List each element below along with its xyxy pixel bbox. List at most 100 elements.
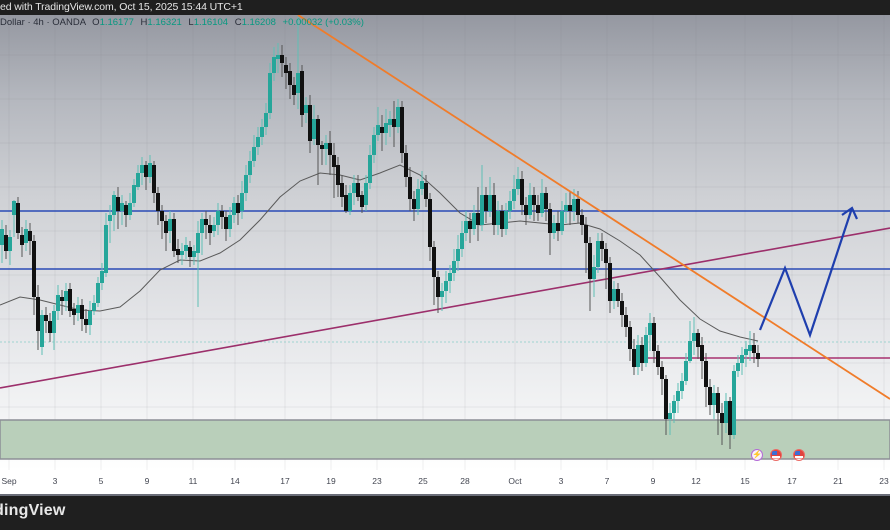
time-axis-tick: Sep xyxy=(1,476,17,486)
candle-bearish xyxy=(628,321,632,361)
candle-bullish xyxy=(264,103,268,135)
economic-events-row: ⚡ xyxy=(0,449,890,465)
candle-bearish xyxy=(188,241,192,267)
projection-arrow-icon xyxy=(841,206,859,220)
candle-bullish xyxy=(416,179,420,215)
candle-bullish xyxy=(372,127,376,163)
candle-bullish xyxy=(200,213,204,255)
projection-path xyxy=(758,207,854,339)
candle-bearish xyxy=(616,283,620,307)
candle-bullish xyxy=(168,211,172,243)
candle-bearish xyxy=(640,337,644,371)
candle-bearish xyxy=(720,403,724,445)
candle-bullish xyxy=(216,203,220,235)
candle-bullish xyxy=(56,285,60,320)
candle-bearish xyxy=(544,187,548,221)
close-value: 1.16208 xyxy=(241,17,276,28)
time-axis-tick: 28 xyxy=(460,476,470,486)
candle-bullish xyxy=(712,385,716,419)
moving-average-line xyxy=(0,164,759,342)
candle-bearish xyxy=(48,313,52,342)
candle-bearish xyxy=(556,211,560,241)
candle-bullish xyxy=(688,321,692,363)
candle-bearish xyxy=(468,213,472,243)
published-caption: ed with TradingView.com, Oct 15, 2025 15… xyxy=(0,1,243,13)
candle-bearish xyxy=(580,209,584,235)
candle-bearish xyxy=(656,345,660,375)
time-axis-tick: Oct xyxy=(508,476,522,486)
candle-bullish xyxy=(596,233,600,273)
candle-bearish xyxy=(660,361,664,395)
time-axis-tick: 17 xyxy=(787,476,797,486)
candle-bearish xyxy=(160,205,164,239)
candle-bullish xyxy=(104,213,108,277)
candle-bullish xyxy=(196,221,200,307)
candle-bearish xyxy=(704,353,708,407)
candle-bearish xyxy=(604,243,608,289)
time-axis[interactable]: Sep 3 5 9 11 14 17 19 23 25 28 Oct 3 7 9 12 15 17 21 23 xyxy=(0,470,890,496)
candle-bullish xyxy=(272,47,276,81)
candle-bearish xyxy=(584,217,588,273)
us-flag-event-icon[interactable] xyxy=(793,449,805,461)
close-label: C xyxy=(234,17,242,28)
candle-bearish xyxy=(44,307,48,333)
candle-bullish xyxy=(740,347,744,375)
time-axis-tick: 11 xyxy=(188,476,198,486)
candle-bullish xyxy=(364,175,368,211)
time-axis-tick: 9 xyxy=(144,476,150,486)
candle-bullish xyxy=(232,197,236,223)
candle-bullish xyxy=(240,181,244,219)
candle-bearish xyxy=(752,333,756,363)
candle-bullish xyxy=(128,193,132,220)
candle-bearish xyxy=(300,65,304,127)
candle-bearish xyxy=(492,183,496,235)
candle-bearish xyxy=(532,187,536,221)
candle-bullish xyxy=(192,245,196,265)
candle-bullish xyxy=(40,310,44,355)
time-axis-tick: 12 xyxy=(691,476,701,486)
symbol-label: Dollar · 4h · OANDA xyxy=(0,17,86,28)
candle-bullish xyxy=(456,235,460,271)
candle-bullish xyxy=(496,201,500,235)
candle-bullish xyxy=(684,353,688,385)
candle-bullish xyxy=(552,215,556,239)
candle-bullish xyxy=(668,403,672,435)
candlestick-chart[interactable] xyxy=(0,15,890,470)
candle-bullish xyxy=(440,283,444,311)
candle-bullish xyxy=(444,271,448,303)
candle-bearish xyxy=(320,141,324,165)
candle-bearish xyxy=(164,215,168,251)
candle-bearish xyxy=(332,143,336,198)
flash-event-icon[interactable]: ⚡ xyxy=(751,449,763,461)
candle-bearish xyxy=(336,157,340,197)
candle-bearish xyxy=(432,241,436,305)
candle-bearish xyxy=(224,211,228,241)
candle-bullish xyxy=(244,165,248,201)
candle-bullish xyxy=(324,135,328,165)
top-caption-bar: ed with TradingView.com, Oct 15, 2025 15… xyxy=(0,0,890,15)
candle-bullish xyxy=(648,313,652,351)
candle-bearish xyxy=(400,101,404,163)
candle-bearish xyxy=(536,195,540,221)
candle-bearish xyxy=(236,195,240,225)
candle-bearish xyxy=(156,187,160,225)
candle-bearish xyxy=(32,235,36,315)
candle-bearish xyxy=(116,187,120,229)
candle-bullish xyxy=(592,255,596,297)
candle-bearish xyxy=(356,175,360,201)
chart-plot-area[interactable]: Dollar · 4h · OANDA O1.16177 H1.16321 L1… xyxy=(0,15,890,470)
candle-bearish xyxy=(568,191,572,225)
candle-bearish xyxy=(524,197,528,225)
time-axis-tick: 23 xyxy=(879,476,889,486)
time-axis-tick: 25 xyxy=(418,476,428,486)
candle-bullish xyxy=(112,191,116,231)
low-value: 1.16104 xyxy=(193,17,229,28)
candle-bullish xyxy=(140,157,144,185)
time-axis-tick: 17 xyxy=(280,476,290,486)
us-flag-event-icon[interactable] xyxy=(770,449,782,461)
candle-bullish xyxy=(212,217,216,237)
candle-bullish xyxy=(64,283,68,311)
candle-bullish xyxy=(92,295,96,315)
candle-bullish xyxy=(388,111,392,137)
candle-bearish xyxy=(28,223,32,255)
